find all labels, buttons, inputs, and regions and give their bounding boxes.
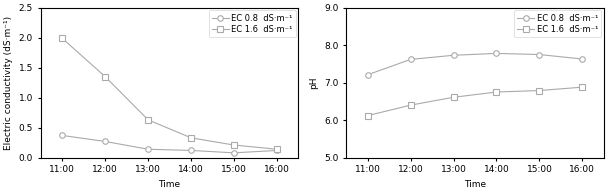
EC 0.8  dS·m⁻¹ [145, 148, 152, 150]
EC 1.6  dS·m⁻¹ [364, 114, 371, 117]
EC 1.6  dS·m⁻¹ [450, 96, 457, 98]
EC 0.8  dS·m⁻¹ [274, 149, 281, 152]
Line: EC 0.8  dS·m⁻¹: EC 0.8 dS·m⁻¹ [365, 51, 585, 78]
EC 0.8  dS·m⁻¹ [579, 58, 586, 60]
EC 1.6  dS·m⁻¹ [58, 37, 66, 39]
EC 1.6  dS·m⁻¹ [145, 119, 152, 121]
EC 0.8  dS·m⁻¹ [102, 140, 109, 143]
Legend: EC 0.8  dS·m⁻¹, EC 1.6  dS·m⁻¹: EC 0.8 dS·m⁻¹, EC 1.6 dS·m⁻¹ [514, 10, 601, 37]
EC 1.6  dS·m⁻¹ [230, 144, 238, 146]
X-axis label: Time: Time [159, 180, 181, 189]
EC 1.6  dS·m⁻¹ [274, 148, 281, 150]
Legend: EC 0.8  dS·m⁻¹, EC 1.6  dS·m⁻¹: EC 0.8 dS·m⁻¹, EC 1.6 dS·m⁻¹ [209, 10, 296, 37]
EC 0.8  dS·m⁻¹ [58, 134, 66, 137]
EC 0.8  dS·m⁻¹ [187, 149, 195, 152]
EC 1.6  dS·m⁻¹ [579, 86, 586, 88]
EC 0.8  dS·m⁻¹ [230, 152, 238, 154]
EC 0.8  dS·m⁻¹ [536, 53, 543, 56]
Line: EC 1.6  dS·m⁻¹: EC 1.6 dS·m⁻¹ [60, 36, 280, 152]
X-axis label: Time: Time [464, 180, 486, 189]
EC 1.6  dS·m⁻¹ [187, 137, 195, 139]
Line: EC 0.8  dS·m⁻¹: EC 0.8 dS·m⁻¹ [60, 133, 280, 156]
Y-axis label: pH: pH [309, 76, 319, 89]
EC 1.6  dS·m⁻¹ [493, 91, 500, 93]
EC 1.6  dS·m⁻¹ [102, 75, 109, 78]
EC 0.8  dS·m⁻¹ [450, 54, 457, 56]
EC 0.8  dS·m⁻¹ [364, 74, 371, 76]
EC 0.8  dS·m⁻¹ [407, 58, 414, 61]
Line: EC 1.6  dS·m⁻¹: EC 1.6 dS·m⁻¹ [365, 84, 585, 119]
EC 1.6  dS·m⁻¹ [407, 104, 414, 106]
EC 1.6  dS·m⁻¹ [536, 89, 543, 92]
Y-axis label: Electric conductivity (dS·m⁻¹): Electric conductivity (dS·m⁻¹) [4, 16, 13, 150]
EC 0.8  dS·m⁻¹ [493, 52, 500, 55]
